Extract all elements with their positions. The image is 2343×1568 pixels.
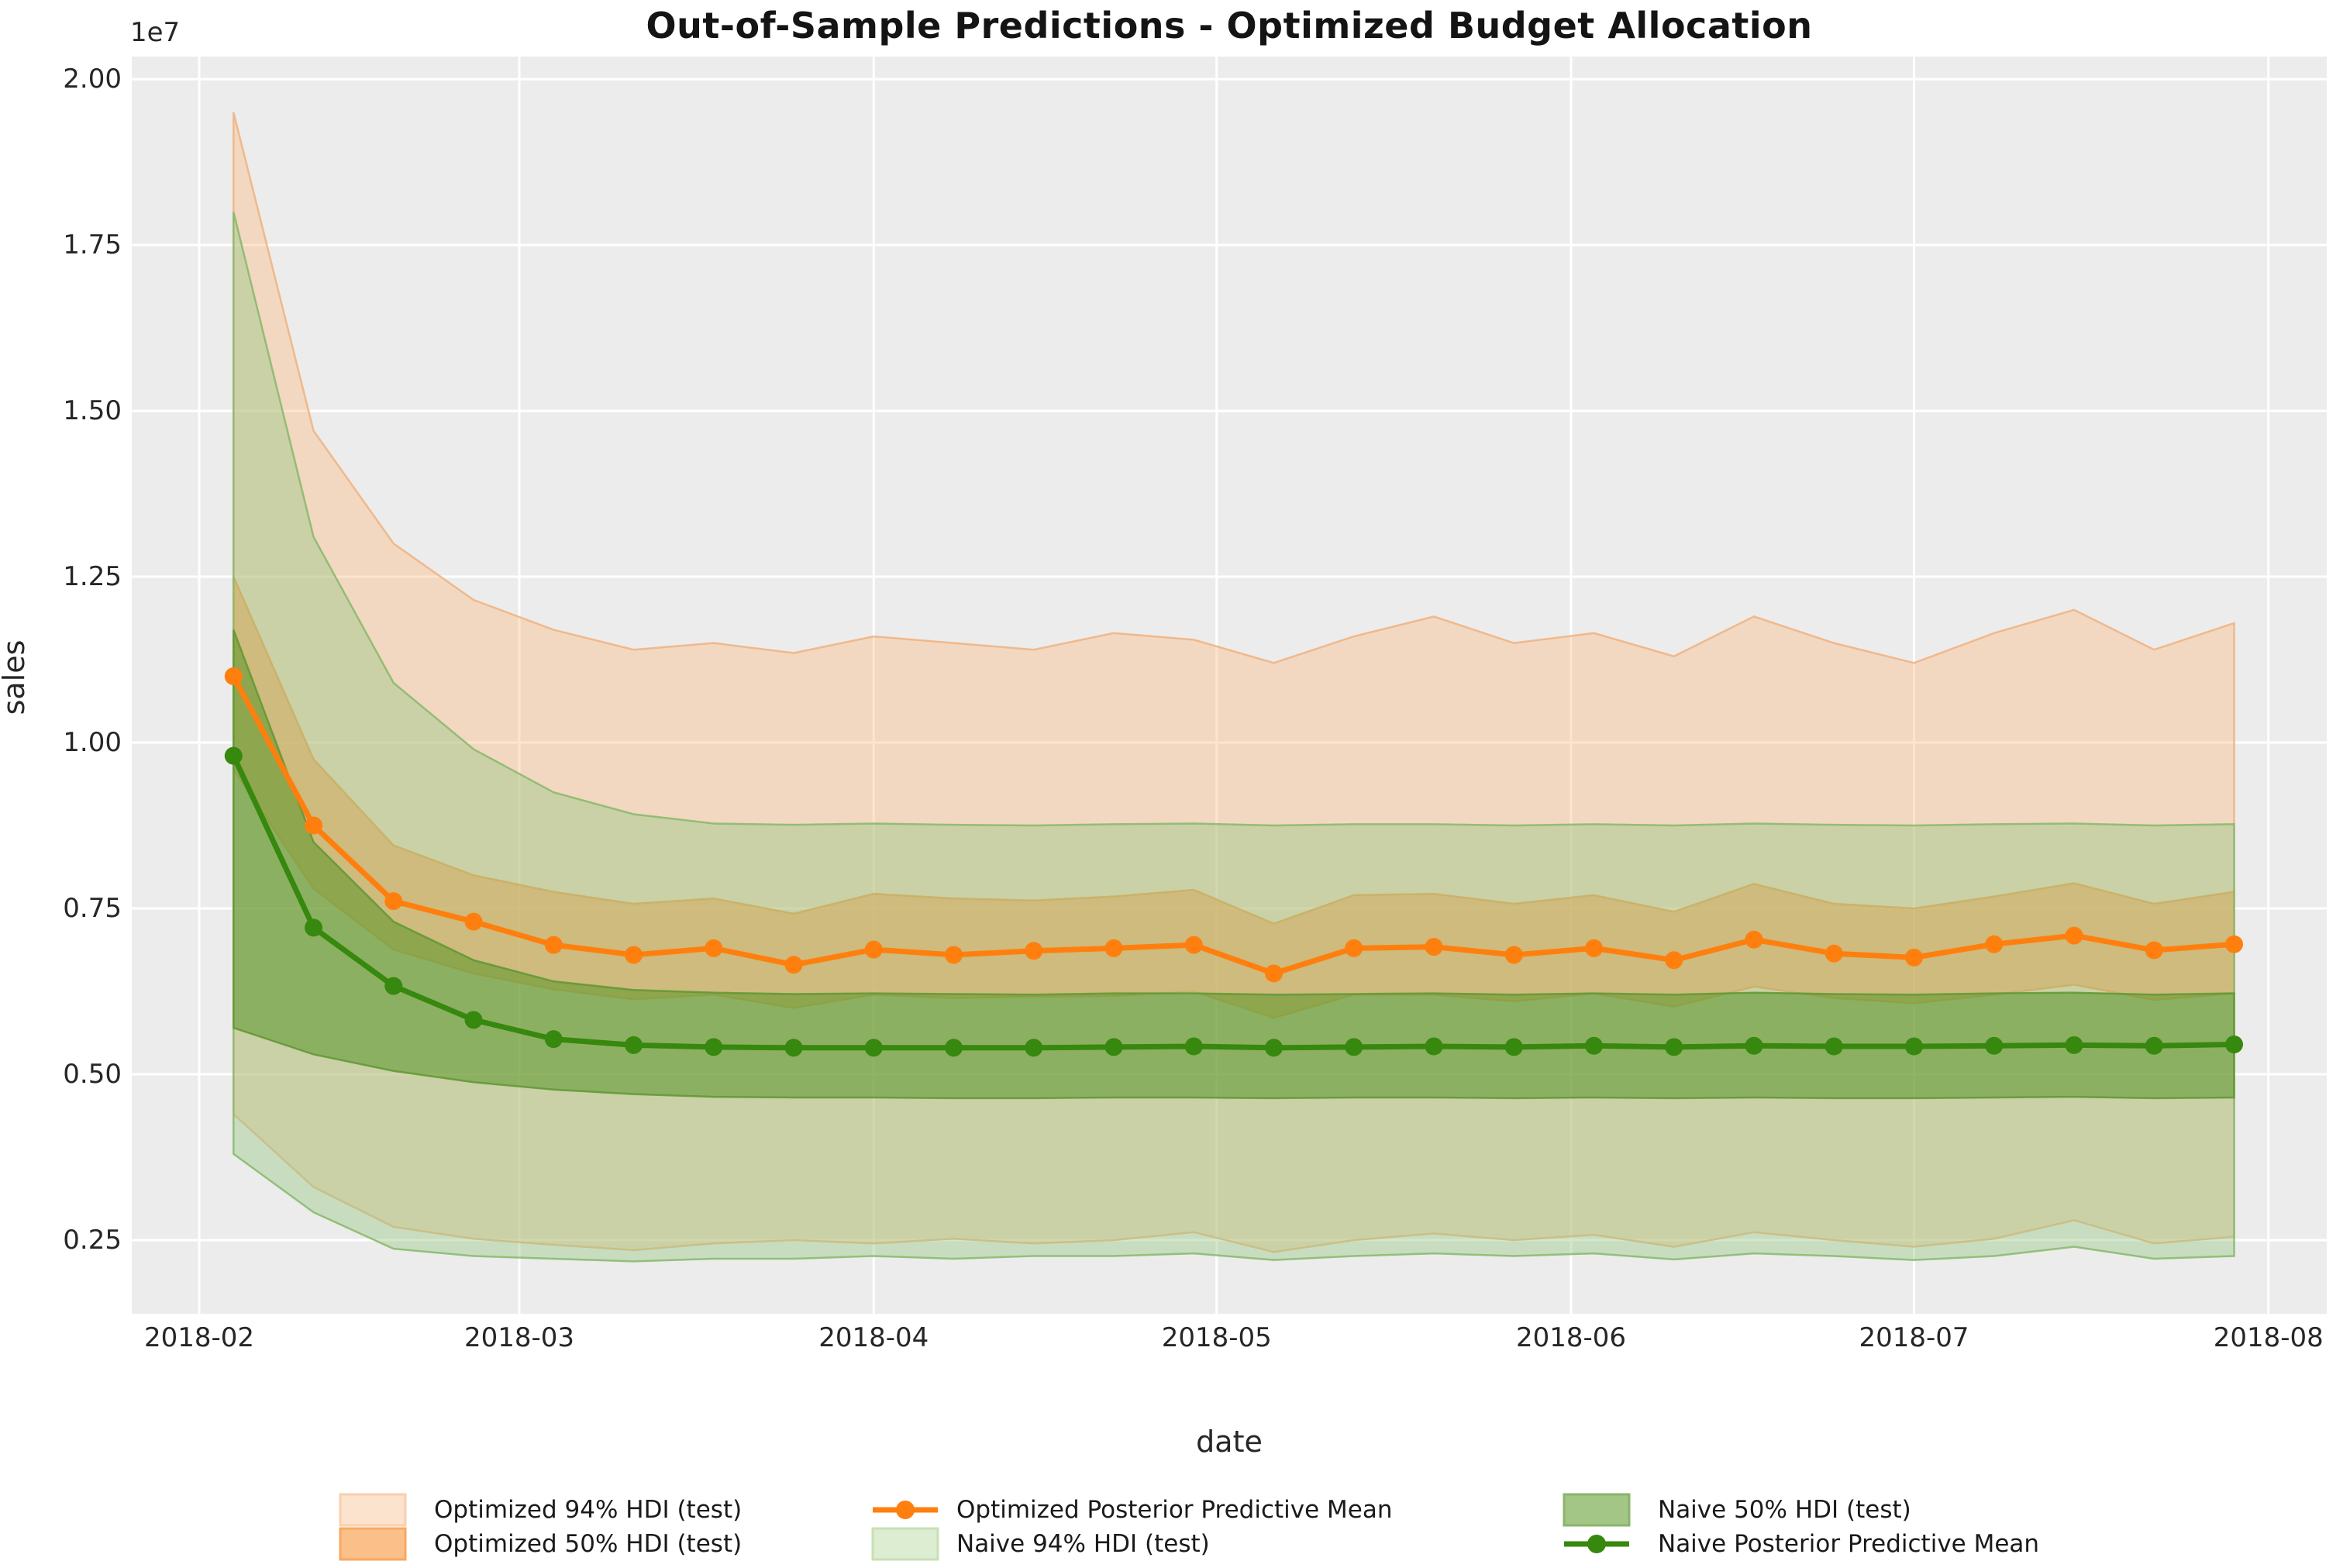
series-marker (1665, 951, 1683, 970)
series-marker (2145, 941, 2163, 960)
series-marker (464, 912, 483, 931)
y-tick-label: 0.75 (63, 893, 122, 925)
series-marker (625, 946, 643, 964)
y-tick-label: 1.75 (63, 229, 122, 261)
series-marker (1425, 938, 1443, 956)
series-marker (384, 892, 403, 911)
series-marker (2065, 1036, 2083, 1054)
series-marker (1425, 1037, 1443, 1056)
series-marker (1905, 1037, 1924, 1056)
legend-item: Optimized 50% HDI (test) (339, 1525, 742, 1563)
legend-item: Naive Posterior Predictive Mean (1563, 1525, 2039, 1563)
series-marker (1665, 1038, 1683, 1056)
series-marker (1824, 1037, 1843, 1056)
series-line-optimized-posterior-predictive-mean (231, 674, 2234, 977)
series-marker (945, 1039, 963, 1057)
y-tick-label: 0.25 (63, 1224, 122, 1256)
legend-line-marker (1564, 1535, 1629, 1553)
legend-item: Naive 94% HDI (test) (871, 1525, 1210, 1563)
series-marker (1905, 948, 1924, 967)
legend-label: Optimized 94% HDI (test) (434, 1496, 743, 1524)
series-marker (945, 946, 963, 964)
x-tick-label: 2018-06 (1515, 1322, 1627, 1353)
legend-item: Optimized 94% HDI (test) (339, 1491, 742, 1528)
series-marker (1985, 935, 2004, 953)
legend-line-marker (873, 1501, 938, 1519)
x-tick-label: 2018-04 (818, 1322, 929, 1353)
series-marker (1745, 930, 1763, 949)
series-marker (1345, 939, 1363, 957)
series-line-naive-posterior-predictive-mean (231, 754, 2234, 1051)
y-tick-label: 1.50 (63, 395, 122, 427)
x-tick-label: 2018-02 (143, 1322, 255, 1353)
series-marker (384, 977, 403, 995)
legend-label: Naive 50% HDI (test) (1658, 1496, 1911, 1524)
series-marker (544, 1030, 563, 1049)
y-axis-offset-label: 1e7 (130, 17, 181, 48)
x-axis-label: date (1196, 1425, 1263, 1459)
y-tick-label: 1.25 (63, 561, 122, 593)
series-marker (1504, 1038, 1523, 1056)
chart-title: Out-of-Sample Predictions - Optimized Bu… (646, 5, 1813, 47)
legend-item: Naive 50% HDI (test) (1563, 1491, 1911, 1528)
series-marker (2145, 1036, 2163, 1055)
y-tick-label: 1.00 (63, 727, 122, 759)
legend-label: Optimized Posterior Predictive Mean (956, 1496, 1393, 1524)
legend-patch-swatch (339, 1493, 407, 1527)
series-marker (1745, 1036, 1763, 1055)
series-marker (1184, 1037, 1203, 1056)
legend-label: Optimized 50% HDI (test) (434, 1530, 743, 1558)
hdi-band-naive-50-hdi-test- (233, 629, 2235, 1100)
series-marker (705, 1038, 723, 1056)
series-marker (625, 1036, 643, 1054)
series-marker (1104, 1038, 1123, 1056)
series-marker (1265, 964, 1283, 983)
legend-patch-swatch (339, 1527, 407, 1561)
series-marker (224, 746, 243, 765)
series-marker (2065, 926, 2083, 945)
y-tick-label: 0.50 (63, 1059, 122, 1090)
series-marker (1824, 944, 1843, 963)
series-marker (1184, 936, 1203, 954)
series-marker (864, 1039, 883, 1057)
series-marker (1585, 939, 1604, 957)
series-marker (1104, 939, 1123, 957)
series-marker (305, 816, 323, 835)
legend-label: Naive 94% HDI (test) (956, 1530, 1210, 1558)
x-tick-label: 2018-03 (463, 1322, 575, 1353)
y-tick-label: 2.00 (63, 64, 122, 95)
series-marker (1025, 942, 1043, 960)
series-marker (1504, 946, 1523, 964)
series-marker (705, 939, 723, 957)
series-marker (2225, 935, 2244, 953)
series-marker (305, 918, 323, 937)
series-marker (1265, 1039, 1283, 1057)
legend-patch-swatch (1563, 1493, 1631, 1527)
series-marker (1985, 1036, 2004, 1055)
legend-item: Optimized Posterior Predictive Mean (871, 1491, 1393, 1528)
series-marker (464, 1011, 483, 1029)
series-marker (544, 936, 563, 954)
series-marker (1345, 1038, 1363, 1056)
series-marker (784, 956, 803, 974)
series-marker (784, 1039, 803, 1057)
legend-patch-swatch (871, 1527, 939, 1561)
series-marker (1585, 1036, 1604, 1055)
series-marker (864, 940, 883, 959)
x-tick-label: 2018-07 (1859, 1322, 1969, 1353)
x-tick-label: 2018-08 (2213, 1322, 2324, 1353)
series-marker (1025, 1039, 1043, 1057)
x-tick-label: 2018-05 (1161, 1322, 1272, 1353)
series-marker (224, 667, 243, 685)
legend-label: Naive Posterior Predictive Mean (1658, 1530, 2040, 1558)
axes-background (132, 57, 2327, 1314)
series-marker (2225, 1035, 2244, 1053)
